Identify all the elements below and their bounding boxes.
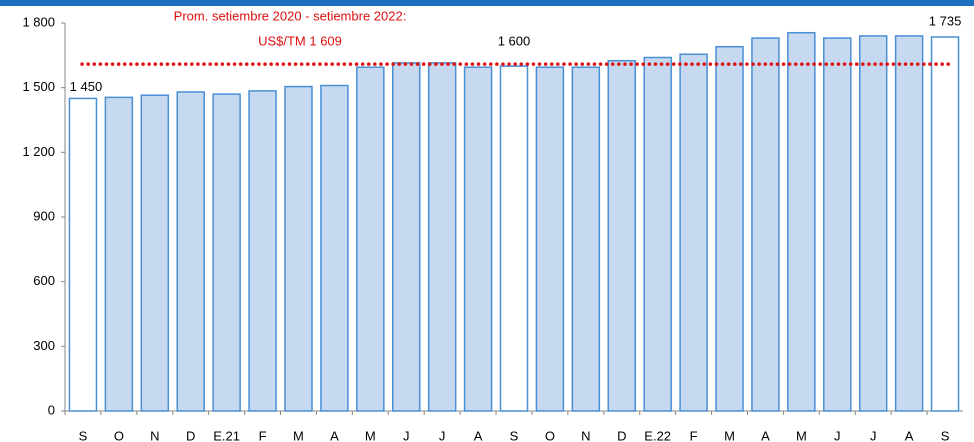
x-tick-label: E.21 bbox=[213, 428, 240, 442]
bar bbox=[176, 91, 205, 412]
x-tick-label: M bbox=[293, 428, 304, 442]
x-tick-label: S bbox=[79, 428, 88, 442]
x-tick-label: O bbox=[114, 428, 124, 442]
x-tick-label: J bbox=[439, 428, 446, 442]
bar bbox=[894, 35, 924, 412]
x-tick-label: M bbox=[365, 428, 376, 442]
value-label: 1 735 bbox=[929, 13, 962, 28]
x-tick-label: E.22 bbox=[644, 428, 671, 442]
bar bbox=[643, 56, 672, 412]
bar bbox=[212, 93, 241, 412]
y-tick-label: 1 200 bbox=[22, 144, 55, 159]
bar bbox=[427, 62, 457, 412]
x-tick-label: M bbox=[724, 428, 735, 442]
bar bbox=[751, 37, 780, 412]
bar bbox=[571, 66, 601, 412]
x-tick-label: S bbox=[941, 428, 950, 442]
top-strip bbox=[0, 0, 974, 6]
bar bbox=[284, 85, 313, 412]
bar bbox=[930, 36, 960, 412]
y-tick-label: 0 bbox=[48, 402, 55, 417]
x-tick-label: J bbox=[834, 428, 841, 442]
bar bbox=[823, 37, 852, 412]
x-tick-label: D bbox=[186, 428, 195, 442]
y-tick-label: 300 bbox=[33, 338, 55, 353]
bar bbox=[140, 94, 170, 412]
x-tick-label: A bbox=[330, 428, 339, 442]
bar bbox=[68, 97, 98, 412]
x-tick-label: J bbox=[870, 428, 877, 442]
average-label: Prom. setiembre 2020 - setiembre 2022: bbox=[174, 8, 407, 23]
x-tick-label: O bbox=[545, 428, 555, 442]
average-label: US$/TM 1 609 bbox=[258, 33, 342, 48]
y-tick-label: 600 bbox=[33, 273, 55, 288]
x-tick-label: F bbox=[259, 428, 267, 442]
bar bbox=[356, 66, 385, 412]
x-tick-label: S bbox=[510, 428, 519, 442]
bar bbox=[248, 90, 277, 412]
x-tick-label: N bbox=[581, 428, 590, 442]
x-tick-label: D bbox=[617, 428, 626, 442]
x-tick-label: M bbox=[796, 428, 807, 442]
x-tick-label: J bbox=[403, 428, 410, 442]
x-tick-label: A bbox=[905, 428, 914, 442]
bar bbox=[715, 45, 744, 412]
bar bbox=[679, 53, 708, 412]
y-tick-label: 1 800 bbox=[22, 14, 55, 29]
value-label: 1 600 bbox=[498, 33, 531, 48]
value-label: 1 450 bbox=[70, 79, 103, 94]
bar bbox=[607, 59, 637, 412]
y-tick-label: 1 500 bbox=[22, 79, 55, 94]
bar bbox=[787, 31, 816, 412]
x-tick-label: A bbox=[761, 428, 770, 442]
x-tick-label: F bbox=[690, 428, 698, 442]
bar bbox=[391, 62, 421, 412]
x-tick-label: N bbox=[150, 428, 159, 442]
y-tick-label: 900 bbox=[33, 208, 55, 223]
x-tick-label: A bbox=[474, 428, 483, 442]
bar bbox=[104, 96, 134, 412]
bar bbox=[320, 84, 349, 412]
bar bbox=[463, 66, 493, 412]
bar bbox=[535, 66, 565, 412]
bar bbox=[858, 35, 888, 412]
bar bbox=[499, 65, 529, 412]
